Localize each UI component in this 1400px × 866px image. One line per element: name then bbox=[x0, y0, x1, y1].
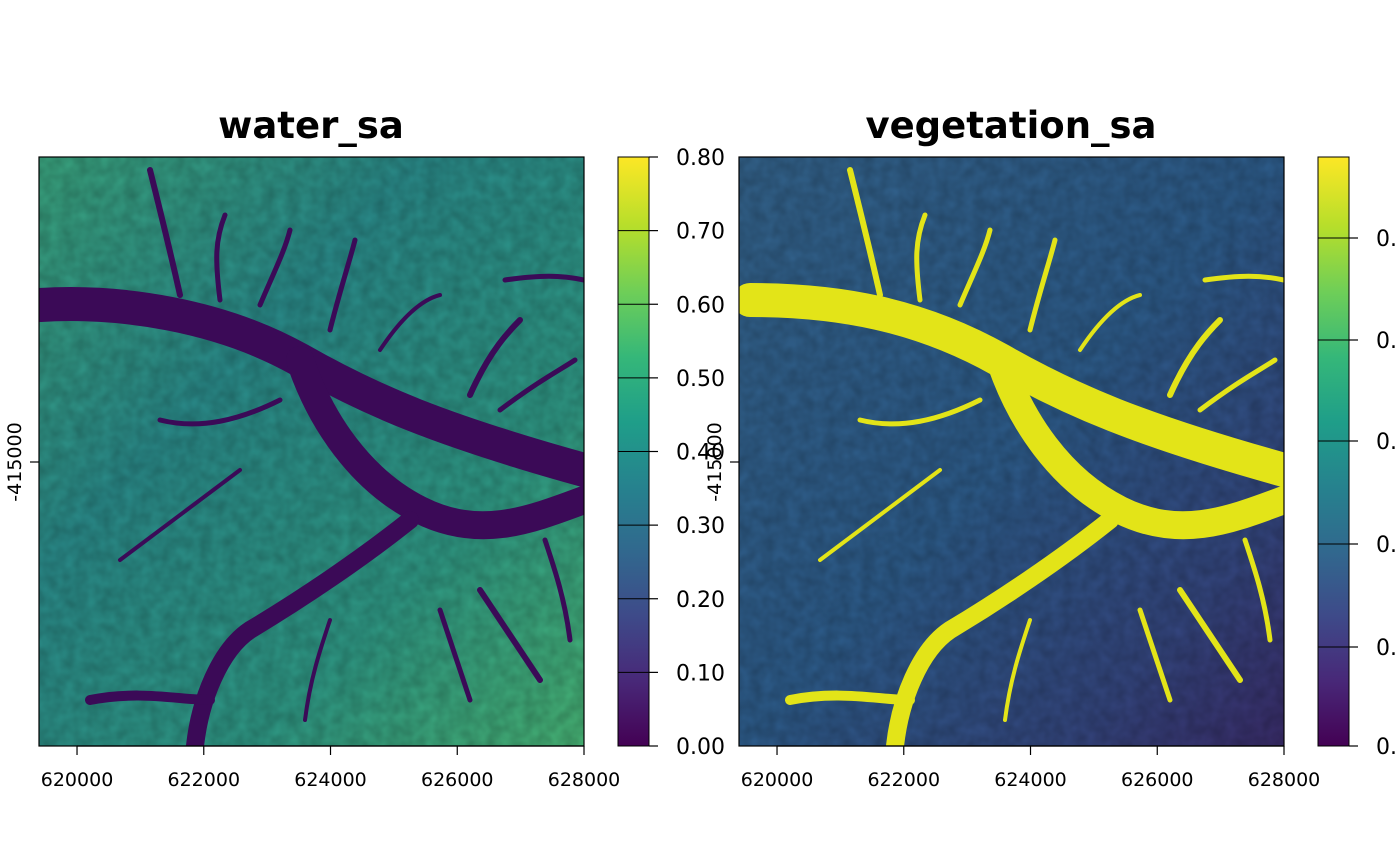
colorbar-tick-label: 0. bbox=[1376, 533, 1397, 558]
colorbar-tick-label: 0. bbox=[1376, 636, 1397, 661]
colorbar-tick-label: 0. bbox=[1376, 227, 1397, 252]
y-axis-vegetation: -415000 bbox=[704, 422, 739, 502]
colorbar-vegetation bbox=[1317, 156, 1350, 747]
y-tick-label: -415000 bbox=[4, 422, 26, 501]
x-tick-label: 628000 bbox=[548, 769, 621, 791]
y-tick-label: -415000 bbox=[704, 422, 726, 501]
x-tick-label: 622000 bbox=[168, 769, 241, 791]
y-axis-water: -415000 bbox=[4, 422, 39, 502]
colorbar-tick-label: 0.10 bbox=[676, 661, 725, 686]
x-tick-label: 626000 bbox=[421, 769, 494, 791]
x-tick-label: 620000 bbox=[741, 769, 814, 791]
raster-vegetation bbox=[739, 157, 1284, 746]
colorbar-tick-label: 0.60 bbox=[676, 293, 725, 318]
colorbar-ticks-water: 0.00 0.10 0.20 0.30 0.40 0.50 0.60 0.70 0.80 bbox=[618, 146, 725, 760]
x-tick-label: 620000 bbox=[41, 769, 114, 791]
x-tick-label: 626000 bbox=[1121, 769, 1194, 791]
colorbar-tick-label: 0. bbox=[1376, 430, 1397, 455]
colorbar-tick-label: 0. bbox=[1376, 735, 1397, 760]
colorbar-tick-label: 0.50 bbox=[676, 367, 725, 392]
panel-title-vegetation: vegetation_sa bbox=[865, 104, 1156, 147]
x-axis-water: 620000 622000 624000 626000 628000 bbox=[41, 745, 621, 791]
x-tick-label: 624000 bbox=[294, 769, 367, 791]
colorbar-tick-label: 0.20 bbox=[676, 588, 725, 613]
raster-water bbox=[39, 157, 584, 746]
vegetation-channels bbox=[739, 167, 1284, 746]
panel-title-water: water_sa bbox=[218, 104, 404, 147]
colorbar-tick-label: 0.00 bbox=[676, 735, 725, 760]
colorbar-tick-label: 0.30 bbox=[676, 514, 725, 539]
colorbar-tick-label: 0. bbox=[1376, 329, 1397, 354]
water-channels bbox=[39, 167, 584, 746]
colorbar-tick-label: 0.40 bbox=[676, 441, 725, 466]
x-axis-vegetation: 620000 622000 624000 626000 628000 bbox=[741, 745, 1321, 791]
x-tick-label: 622000 bbox=[868, 769, 941, 791]
x-tick-label: 624000 bbox=[994, 769, 1067, 791]
colorbar-ticks-vegetation: 0. 0. 0. 0. 0. 0. bbox=[1318, 227, 1397, 760]
colorbar-tick-label: 0.80 bbox=[676, 146, 725, 171]
x-tick-label: 628000 bbox=[1248, 769, 1321, 791]
colorbar-tick-label: 0.70 bbox=[676, 220, 725, 245]
